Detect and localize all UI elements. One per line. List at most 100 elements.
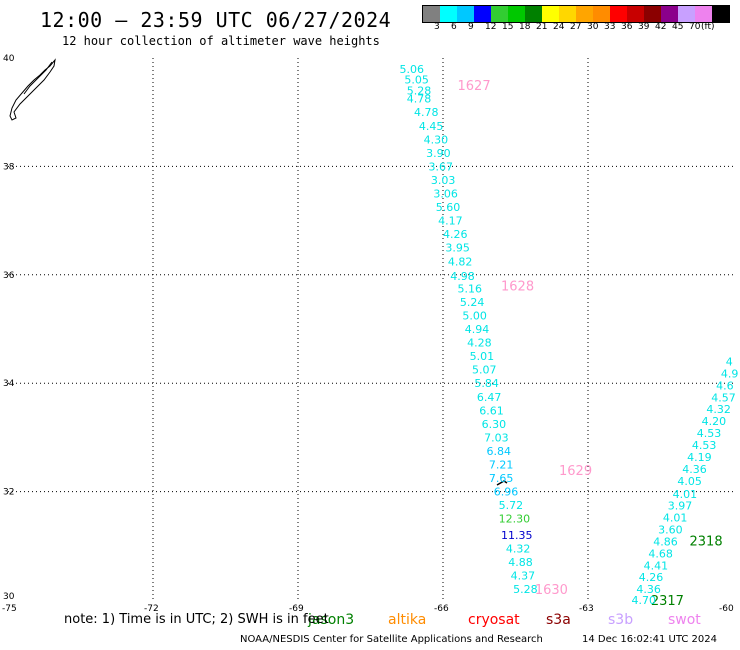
swh-value: 4.37 — [511, 570, 535, 583]
satellite-name: s3b — [608, 612, 634, 628]
lon-tick-label: -75 — [2, 604, 17, 614]
swh-value: 5.84 — [474, 377, 499, 390]
pass-label: 1628 — [501, 280, 534, 295]
legend-label: 18 — [519, 22, 531, 32]
swh-value: 4.68 — [648, 547, 673, 560]
lat-tick-label: 38 — [3, 162, 15, 172]
lon-tick-label: -60 — [719, 604, 734, 614]
legend-swatch — [559, 6, 576, 22]
swh-value: 4.41 — [644, 559, 669, 572]
swh-value: 4.20 — [702, 415, 727, 428]
swh-value: 5.28 — [407, 85, 432, 98]
swh-labels: 5.065.055.284.784.784.454.303.903.673.03… — [400, 63, 739, 607]
satellite-name: swot — [668, 612, 701, 628]
swh-value: 11.35 — [501, 529, 533, 542]
lat-tick-label: 34 — [3, 379, 15, 389]
swh-value: 6.61 — [479, 404, 504, 417]
map-grid — [8, 58, 733, 600]
swh-value: 4.32 — [706, 403, 731, 416]
pass-label: 2317 — [651, 594, 684, 609]
legend-swatch — [525, 6, 542, 22]
swh-value: 3.06 — [433, 188, 458, 201]
swh-value: 6.30 — [482, 418, 507, 431]
lon-tick-label: -72 — [144, 604, 159, 614]
swh-value: 3.67 — [429, 160, 454, 173]
map-title: 12:00 – 23:59 UTC 06/27/2024 — [40, 8, 392, 32]
legend-swatch — [457, 6, 474, 22]
swh-value: 4.6 — [716, 379, 734, 392]
satellite-name: cryosat — [468, 612, 520, 628]
swh-value: 4.53 — [697, 427, 722, 440]
swh-value: 4.86 — [653, 535, 678, 548]
swh-value: 7.65 — [489, 472, 513, 485]
credit-line: NOAA/NESDIS Center for Satellite Applica… — [240, 634, 543, 645]
swh-value: 5.00 — [462, 309, 487, 322]
lon-tick-label: -69 — [289, 604, 304, 614]
legend-label: 24 — [553, 22, 565, 32]
legend-label: 42 — [655, 22, 667, 32]
lat-tick-label: 30 — [3, 592, 15, 602]
legend-swatch — [644, 6, 661, 22]
swh-value: 7.03 — [484, 431, 509, 444]
swh-value: 5.24 — [460, 296, 485, 309]
legend-label: 21 — [536, 22, 548, 32]
coastline-north-carolina — [9, 58, 56, 121]
swh-value: 3.95 — [445, 242, 470, 255]
color-legend — [422, 5, 730, 23]
swh-value: 5.72 — [499, 499, 524, 512]
swh-value: 5.16 — [458, 282, 483, 295]
legend-label: (ft) — [701, 22, 715, 32]
legend-label: 30 — [587, 22, 599, 32]
pass-label: 2318 — [690, 534, 723, 549]
coastline-inner — [23, 61, 53, 95]
legend-swatch — [610, 6, 627, 22]
lat-tick-label: 32 — [3, 488, 14, 498]
legend-swatch — [474, 6, 491, 22]
swh-value: 4.05 — [677, 475, 702, 488]
legend-label: 3 — [434, 22, 440, 32]
legend-swatch — [593, 6, 610, 22]
legend-label: 9 — [468, 22, 474, 32]
lon-tick-label: -63 — [579, 604, 594, 614]
swh-value: 6.96 — [494, 486, 519, 499]
pass-label: 1630 — [535, 583, 568, 598]
swh-value: 4.26 — [443, 228, 468, 241]
swh-value: 4.78 — [414, 106, 439, 119]
swh-value: 12.30 — [499, 513, 531, 526]
swh-value: 4.32 — [506, 543, 531, 556]
legend-label: 33 — [604, 22, 616, 32]
satellite-name: jason3 — [308, 612, 355, 628]
swh-value: 4.36 — [682, 463, 707, 476]
swh-value: 4.17 — [438, 215, 463, 228]
color-legend-labels: 3 6 9 12 15 18 21 24 27 30 33 36 39 42 45 70 (ft) — [422, 22, 740, 34]
legend-swatch — [661, 6, 678, 22]
legend-label: 39 — [638, 22, 650, 32]
lon-tick-label: -66 — [434, 604, 449, 614]
legend-swatch — [423, 6, 440, 22]
swh-value: 4.88 — [508, 556, 533, 569]
legend-swatch — [695, 6, 712, 22]
satellite-name: altika — [388, 612, 427, 628]
coastline — [9, 58, 56, 121]
swh-value: 5.05 — [404, 74, 429, 87]
swh-value: 5.01 — [470, 350, 495, 363]
satellite-name: s3a — [546, 612, 571, 628]
legend-label: 12 — [485, 22, 497, 32]
axis-labels: 40 38 36 34 32 30 -75 -72 -69 -66 -63 -60 — [2, 54, 734, 614]
legend-label: 36 — [621, 22, 633, 32]
swh-value: 4.36 — [636, 583, 661, 596]
swh-value: 3.90 — [426, 147, 451, 160]
swh-value: 4.26 — [639, 571, 664, 584]
swh-value: 6.47 — [477, 391, 502, 404]
swh-value: 4.98 — [450, 270, 475, 283]
swh-value: 3.03 — [431, 174, 456, 187]
legend-label: 6 — [451, 22, 457, 32]
legend-swatch — [627, 6, 644, 22]
legend-swatch — [576, 6, 593, 22]
swh-value: 4.94 — [465, 323, 490, 336]
legend-swatch — [440, 6, 457, 22]
legend-swatch — [491, 6, 508, 22]
swh-value: 4.30 — [424, 133, 449, 146]
swh-value: 5.07 — [472, 364, 497, 377]
